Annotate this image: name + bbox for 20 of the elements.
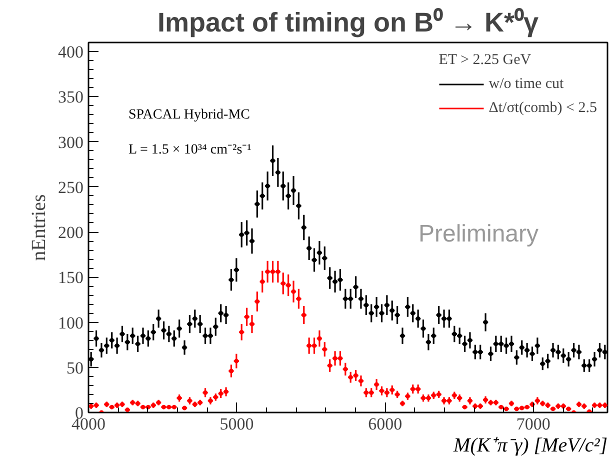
chart-title: Impact of timing on B⁰ → K*⁰γ [157, 8, 539, 38]
y-tick-label: 150 [58, 268, 84, 288]
annotation: L = 1.5 × 10³⁴ cm⁻²s⁻¹ [128, 142, 252, 158]
x-axis-title: M(K⁺π⁻γ) [MeV/c²] [452, 434, 608, 456]
legend-label: Δt/σt(comb) < 2.5 [488, 100, 597, 116]
x-tick-label: 7000 [516, 414, 550, 434]
y-axis-title: nEntries [28, 194, 50, 261]
y-tick-label: 50 [66, 358, 84, 378]
y-tick-label: 350 [58, 88, 84, 107]
y-tick-label: 300 [58, 132, 84, 152]
annotation: Preliminary [418, 220, 539, 248]
y-tick-label: 100 [58, 313, 84, 332]
y-tick-label: 200 [58, 223, 84, 242]
annotation: SPACAL Hybrid-MC [128, 108, 250, 122]
y-tick-label: 250 [58, 178, 84, 197]
x-tick-label: 6000 [368, 414, 402, 434]
x-tick-label: 5000 [220, 414, 254, 434]
y-tick-label: 400 [58, 42, 84, 62]
legend-label: w/o time cut [488, 76, 564, 92]
legend-title: ET > 2.25 GeV [438, 52, 532, 69]
